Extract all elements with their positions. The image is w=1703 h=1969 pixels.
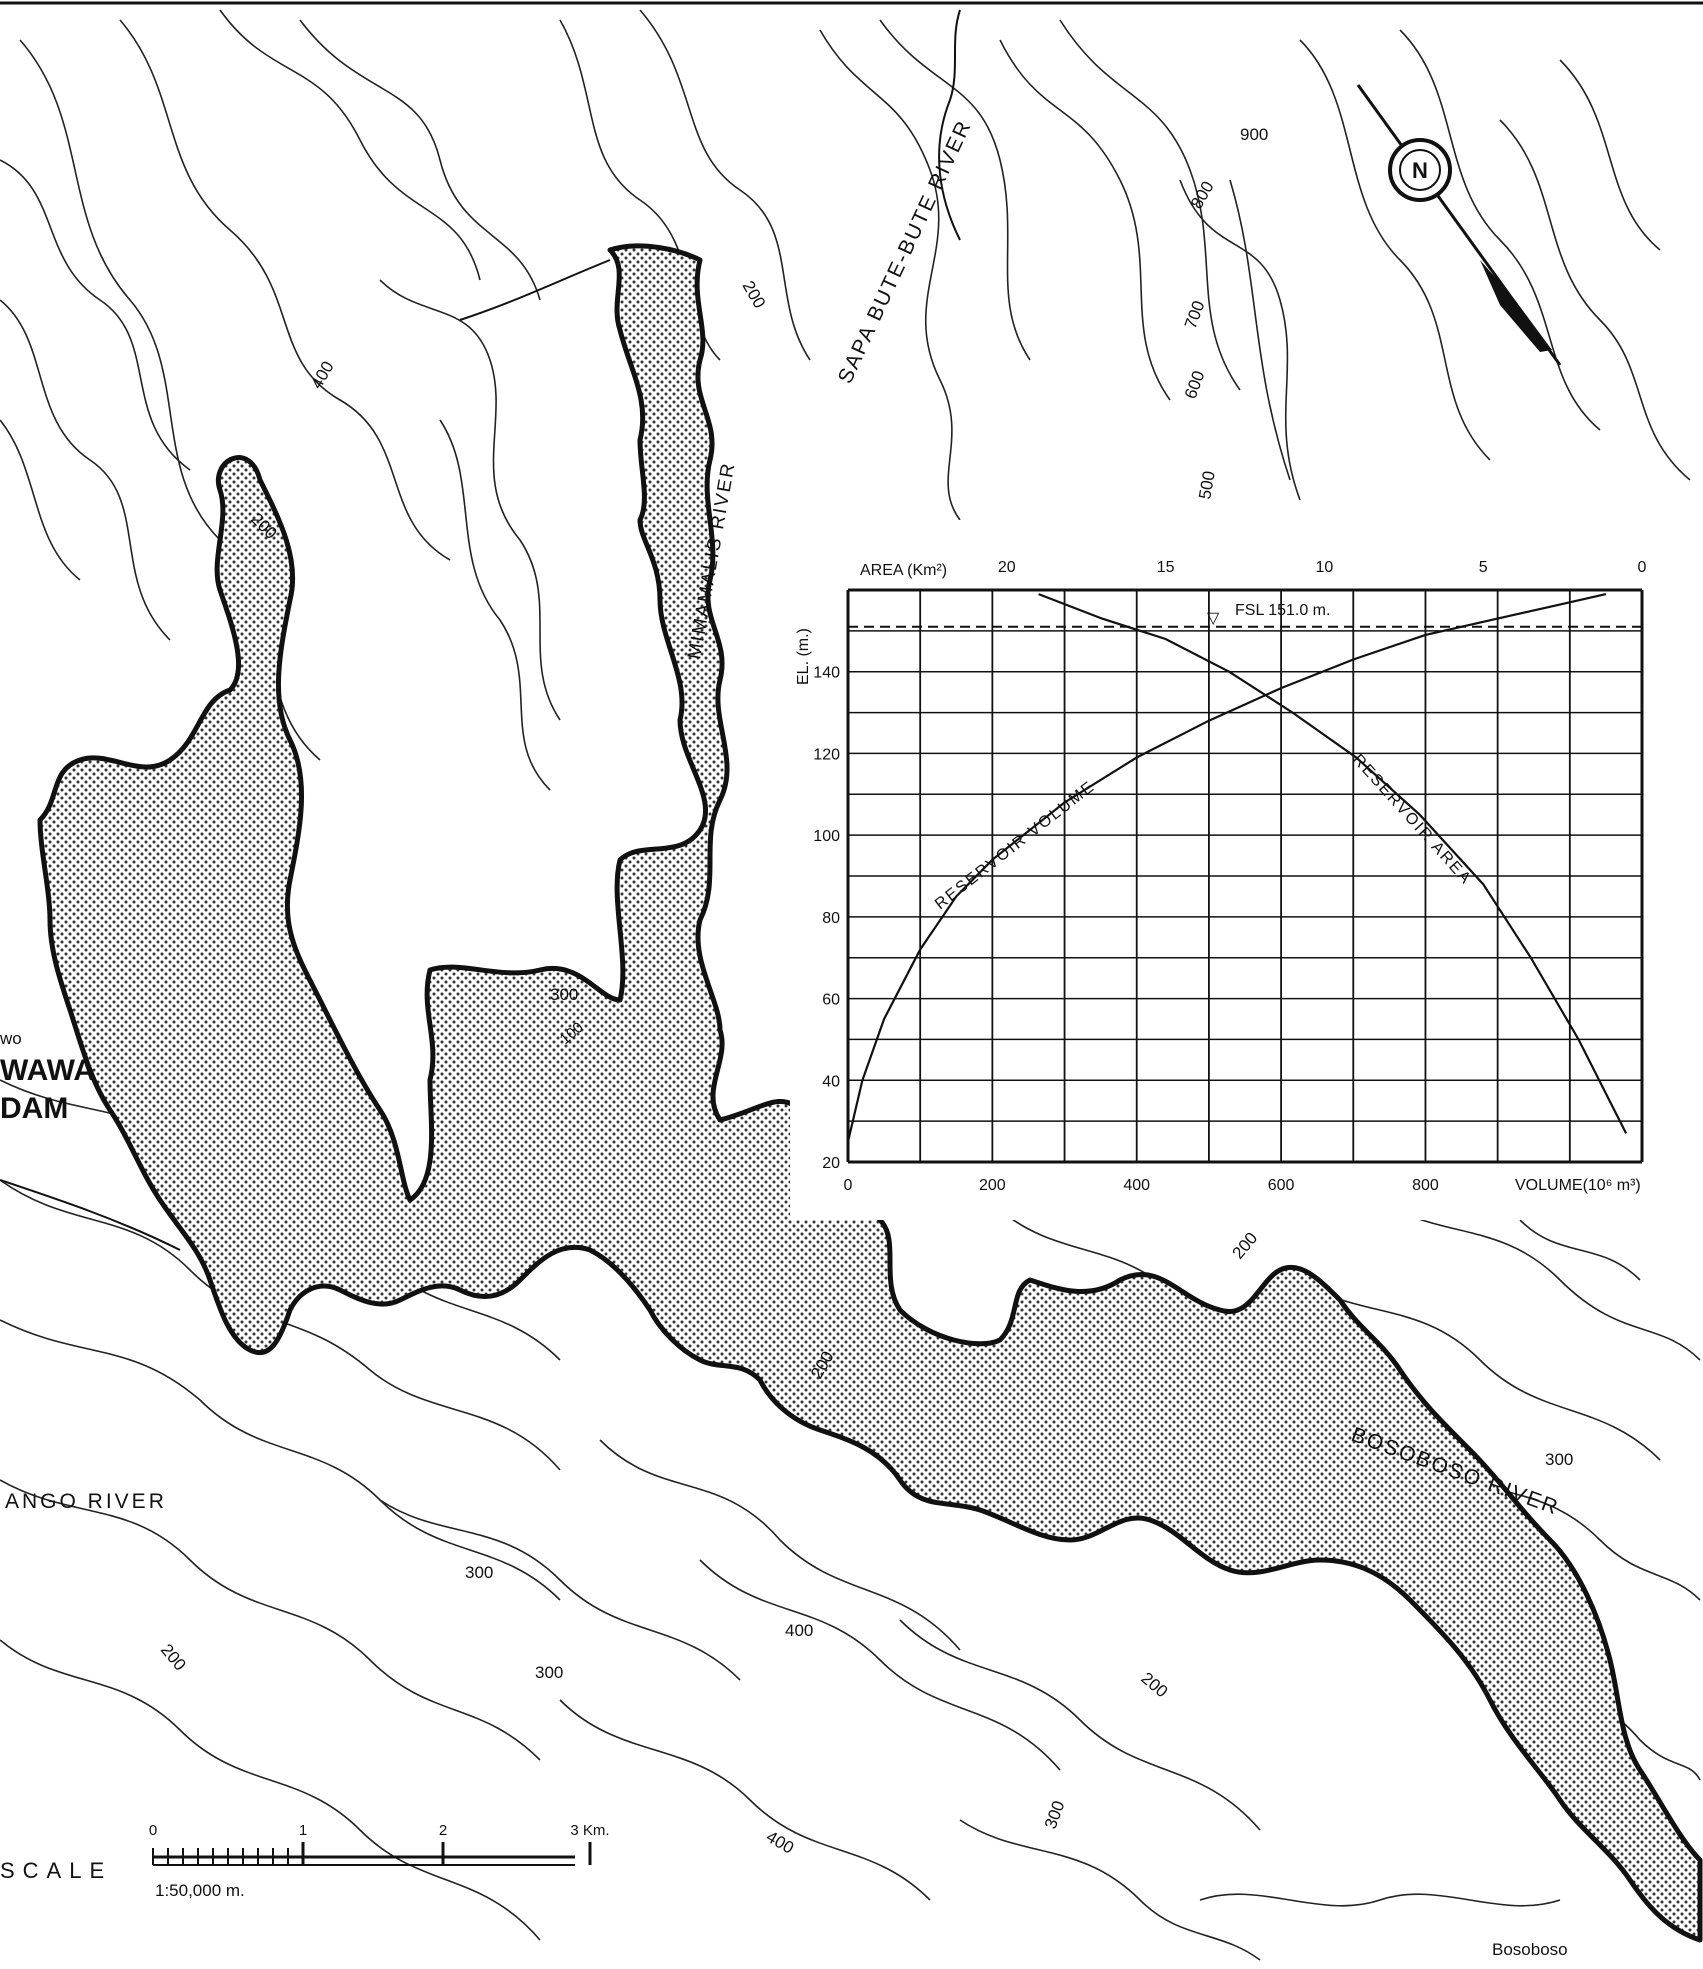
chart-xtick-area-10: 10 [1316, 559, 1334, 576]
chart-y-axis-label: EL. (m.) [795, 628, 812, 685]
north-arrow: N [1356, 84, 1562, 366]
chart-xtick-volume-400: 400 [1123, 1177, 1150, 1194]
contour-label-900: 900 [1240, 125, 1268, 144]
area-volume-chart: 20 40 60 80 100 120 140 0 200 400 600 800 20 15 10 5 0 A… [790, 520, 1703, 1220]
place-label-wawa: WAWA [0, 1054, 95, 1087]
scale-tick-3: 3 Km. [570, 1822, 609, 1839]
place-labels: Bosoboso wo WAWA DAM [0, 1029, 1568, 1959]
contour-label-300: 300 [550, 985, 578, 1004]
chart-ytick-60: 60 [822, 992, 840, 1009]
scale-ratio: 1:50,000 m. [155, 1881, 245, 1900]
contour-label-300b: 300 [465, 1563, 493, 1582]
contour-label-200d: 200 [1229, 1229, 1262, 1263]
chart-xtick-volume-600: 600 [1268, 1177, 1295, 1194]
chart-xtick-area-20: 20 [998, 559, 1016, 576]
scale-bar: SCALE 0 1 2 3 Km. 1:50,000 m. [0, 1822, 610, 1900]
north-arrow-letter: N [1412, 158, 1428, 183]
river-label-ango: ANGO RIVER [5, 1490, 167, 1513]
chart-panel [790, 520, 1703, 1220]
north-arrow-ring [1388, 138, 1452, 202]
contour-label-600: 600 [1181, 368, 1209, 401]
contour-label-200b: 200 [1137, 1669, 1171, 1702]
river-lines [0, 9, 961, 1251]
place-label-dam: DAM [0, 1092, 68, 1125]
chart-bottom-axis-label: VOLUME(10⁶ m³) [1515, 1177, 1641, 1194]
contour-label-800: 800 [1187, 178, 1218, 212]
contour-label-300d: 300 [1545, 1450, 1573, 1469]
chart-xtick-area-5: 5 [1479, 559, 1488, 576]
chart-xtick-volume-200: 200 [979, 1177, 1006, 1194]
contour-label-300c: 300 [535, 1663, 563, 1682]
contour-label-200c: 200 [157, 1640, 190, 1674]
contour-label-200f: 200 [739, 278, 770, 312]
river-label-sapa-bute-bute: SAPA BUTE-BUTE RIVER [834, 116, 977, 387]
chart-xtick-area-15: 15 [1157, 559, 1175, 576]
contour-label-400b: 400 [785, 1621, 813, 1640]
scale-tick-2: 2 [439, 1822, 447, 1839]
chart-series-reservoir-volume [846, 593, 1607, 1142]
chart-xtick-volume-0: 0 [844, 1177, 853, 1194]
scale-tick-1: 1 [299, 1822, 307, 1839]
chart-xtick-volume-800: 800 [1412, 1177, 1439, 1194]
chart-gridlines [846, 588, 1644, 1164]
chart-series-reservoir-area [1038, 593, 1628, 1134]
chart-ytick-120: 120 [813, 746, 840, 763]
contour-label-300e: 300 [1041, 1798, 1069, 1831]
chart-xtick-area-0: 0 [1638, 559, 1647, 576]
reservoir-area [37, 243, 1703, 1943]
chart-tick-labels: 20 40 60 80 100 120 140 0 200 400 600 800 20 15 10 5 0 [813, 559, 1646, 1194]
chart-ytick-40: 40 [822, 1073, 840, 1090]
chart-ytick-140: 140 [813, 665, 840, 682]
chart-fsl-label: FSL 151.0 m. [1235, 602, 1330, 619]
chart-top-axis-label: AREA (Km²) [860, 562, 947, 579]
chart-ytick-20: 20 [822, 1155, 840, 1172]
scale-tick-0: 0 [149, 1822, 157, 1839]
contour-label-700: 700 [1181, 298, 1209, 331]
contour-label-500: 500 [1195, 469, 1219, 500]
chart-fsl-marker: ▽ [1207, 610, 1220, 627]
scale-caption: SCALE [0, 1858, 112, 1883]
place-label-wo: wo [0, 1029, 22, 1048]
chart-ytick-100: 100 [813, 828, 840, 845]
contour-label-400: 400 [307, 358, 338, 392]
chart-ytick-80: 80 [822, 910, 840, 927]
place-label-bosoboso: Bosoboso [1492, 1940, 1568, 1959]
